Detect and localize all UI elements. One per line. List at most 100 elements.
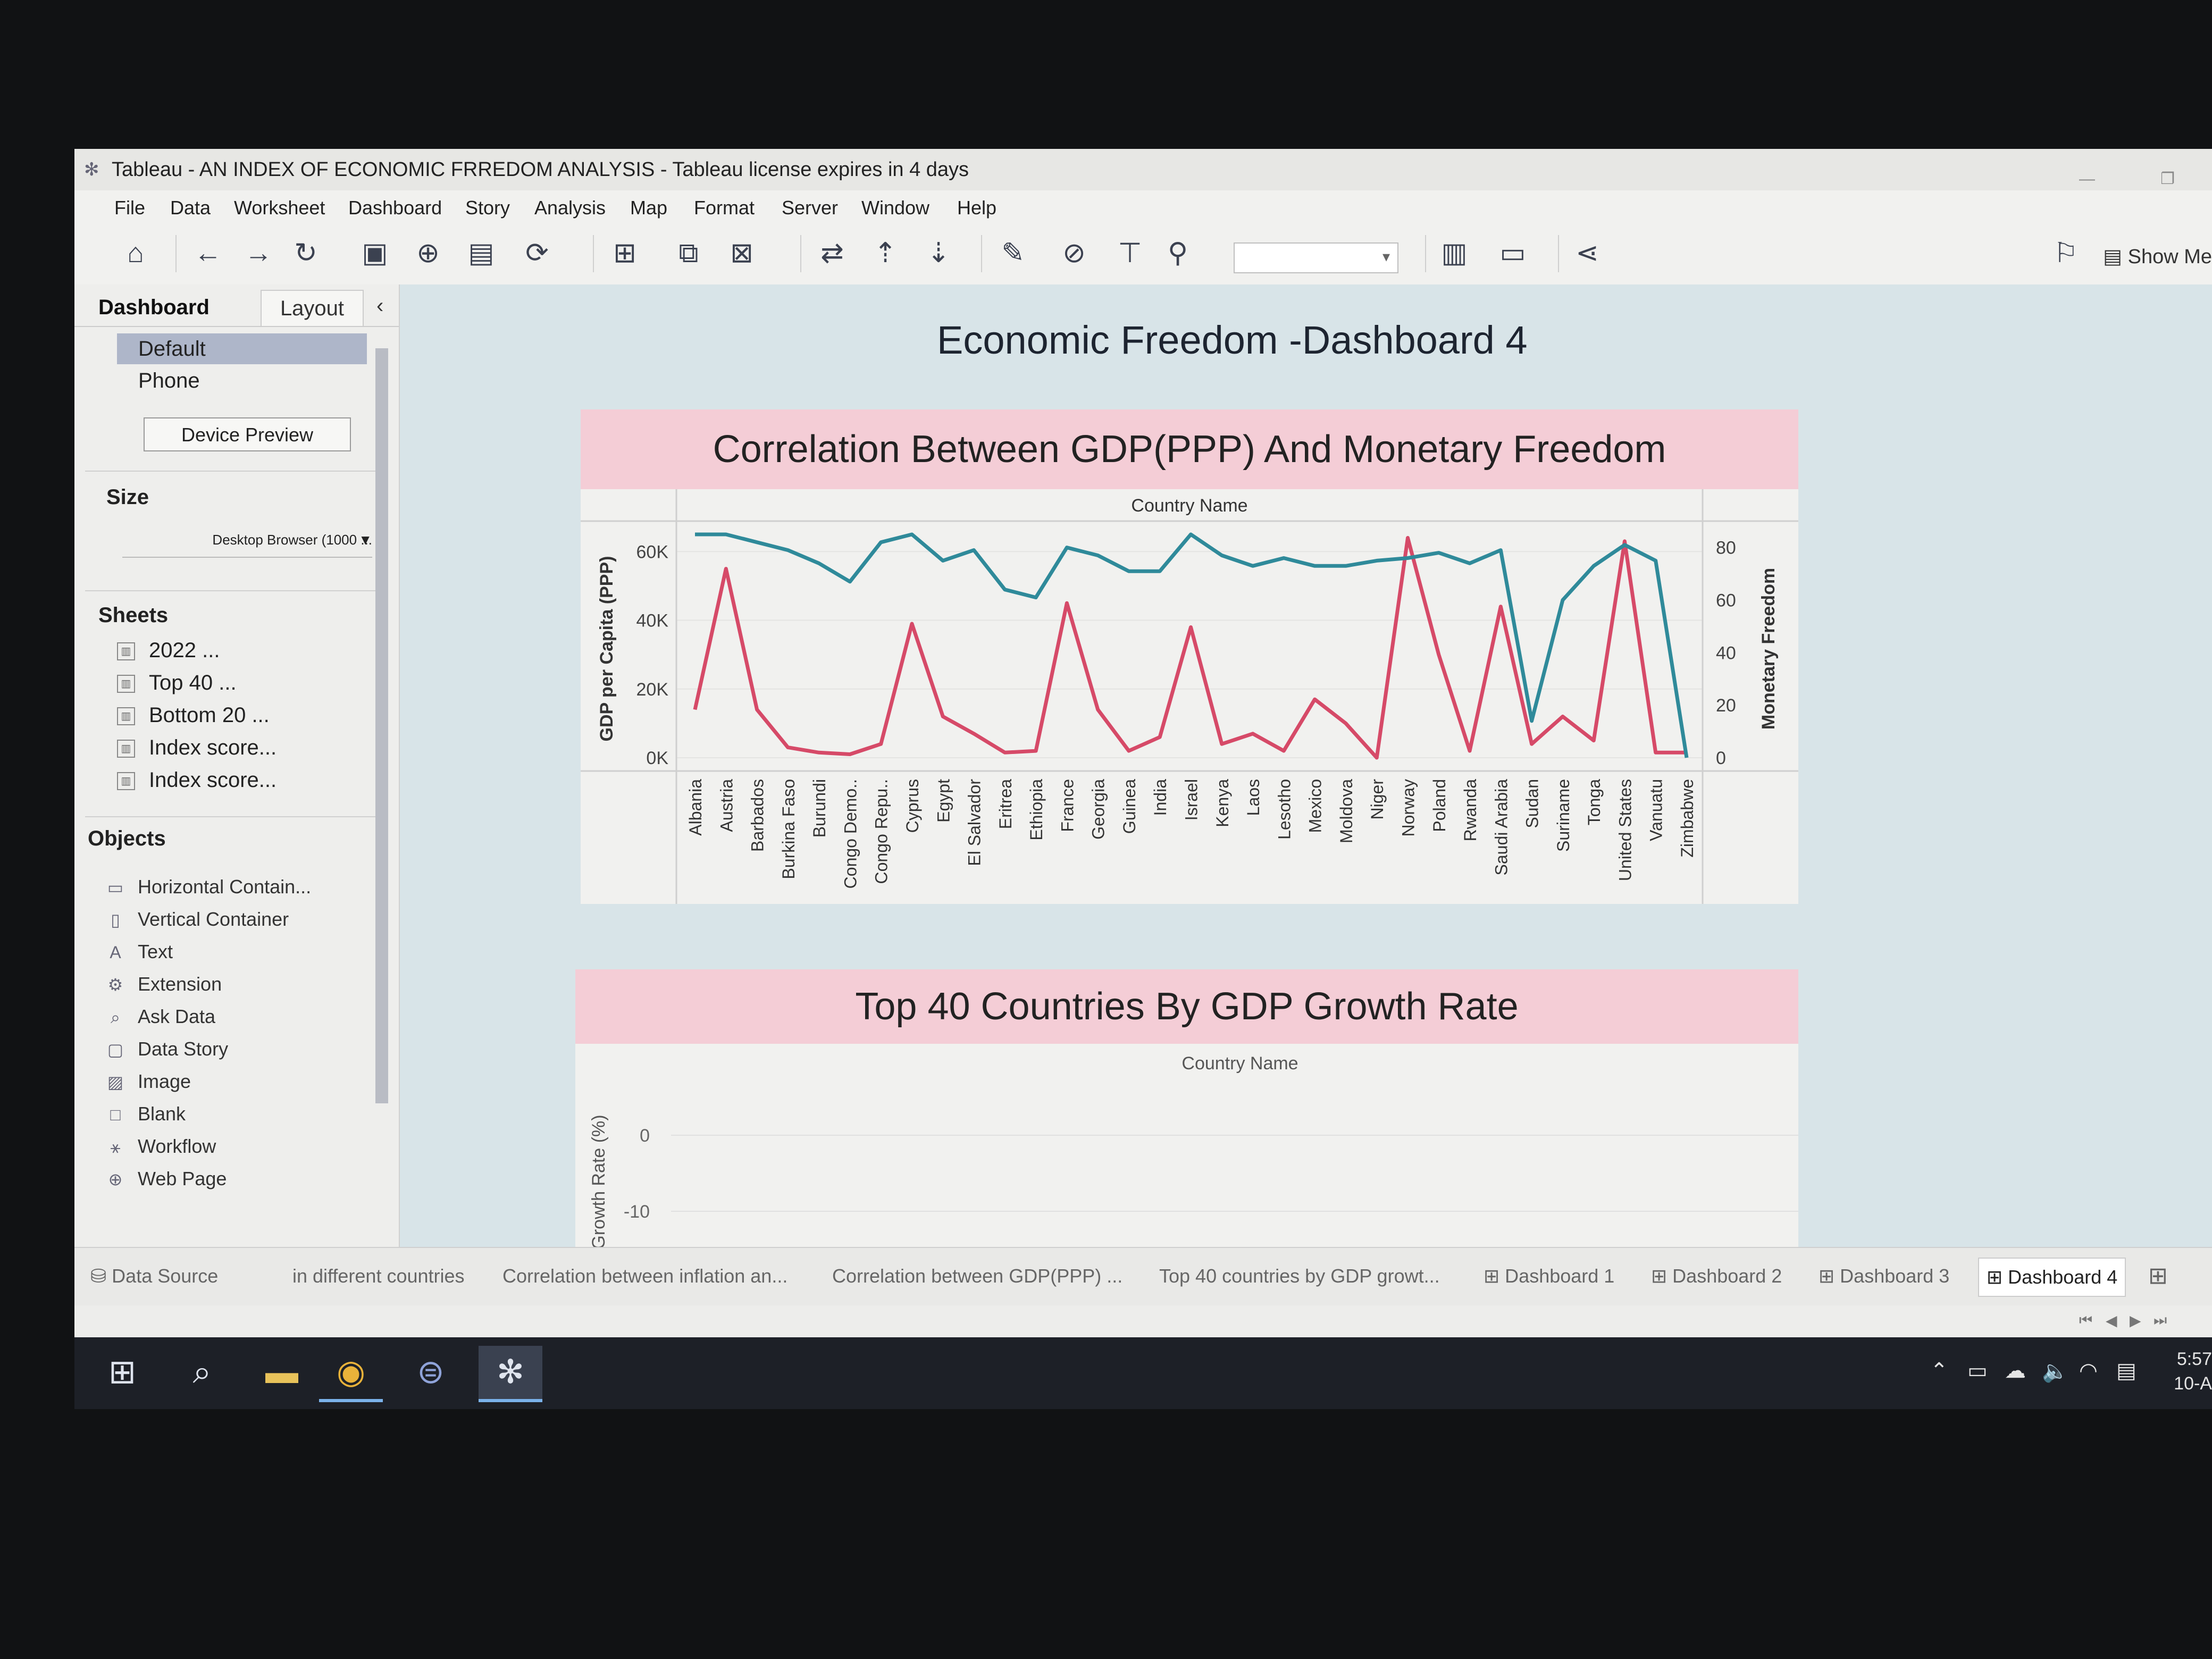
show-mark-labels-icon[interactable]: ⊤ — [1118, 238, 1142, 269]
device-default[interactable]: Default — [117, 333, 367, 364]
x-tick-label: Burkina Faso — [779, 779, 798, 879]
object-web-page[interactable]: ⊕ Web Page — [104, 1164, 227, 1194]
share-icon[interactable]: ⋖ — [1576, 238, 1599, 269]
collapse-pane-icon[interactable]: ‹ — [376, 294, 384, 317]
clock[interactable]: 5:57 10-A — [2174, 1347, 2212, 1396]
battery-icon[interactable]: ▭ — [1967, 1359, 1988, 1382]
clear-sheet-icon[interactable]: ⊠ — [730, 238, 753, 269]
new-data-source-icon[interactable]: ⊕ — [416, 238, 440, 269]
sheet-item[interactable]: ▥ Top 40 ... — [117, 668, 237, 698]
undo-icon[interactable]: ← — [194, 238, 222, 269]
x-tick-label: Mexico — [1306, 779, 1325, 833]
chrome-icon[interactable]: ◉ — [319, 1346, 383, 1402]
refresh-icon[interactable]: ⟳ — [525, 238, 549, 269]
object-text[interactable]: A Text — [104, 937, 173, 967]
y2-tick-label: 60 — [1716, 591, 1736, 611]
home-icon[interactable]: ⌂ — [127, 238, 144, 269]
save-icon[interactable]: ▣ — [362, 238, 388, 269]
object-ask-data[interactable]: ⌕ Ask Data — [104, 1002, 215, 1032]
tray-chevron-icon[interactable]: ⌃ — [1930, 1359, 1948, 1382]
windows-start-icon[interactable]: ⊞ — [108, 1354, 136, 1390]
object-label: Image — [138, 1070, 191, 1092]
redo-icon[interactable]: → — [245, 238, 272, 269]
wifi-icon[interactable]: ◠ — [2079, 1359, 2098, 1382]
swap-rows-columns-icon[interactable]: ⇄ — [820, 238, 844, 269]
minimize-icon[interactable]: — — [2079, 170, 2095, 188]
new-dashboard-icon[interactable]: ⊞ — [2148, 1263, 2168, 1289]
sheet-tab[interactable]: in different countries — [292, 1265, 465, 1287]
object-data-story[interactable]: ▢ Data Story — [104, 1034, 228, 1064]
last-sheet-icon[interactable]: ⏭ — [2154, 1312, 2167, 1328]
menu-map[interactable]: Map — [630, 197, 668, 219]
menu-window[interactable]: Window — [861, 197, 930, 219]
menu-dashboard[interactable]: Dashboard — [348, 197, 442, 219]
dashboard-tab-1[interactable]: ⊞ Dashboard 1 — [1484, 1258, 1614, 1295]
toolbar-separator — [1425, 235, 1426, 272]
menu-format[interactable]: Format — [694, 197, 755, 219]
restore-icon[interactable]: ❐ — [2160, 170, 2175, 188]
x-tick-label: Kenya — [1213, 779, 1232, 827]
size-dropdown[interactable]: Desktop Browser (1000 ... ▼ — [122, 526, 372, 558]
sort-descending-icon[interactable]: ⇣ — [927, 238, 950, 269]
device-preview-button[interactable]: Device Preview — [144, 417, 351, 451]
menu-file[interactable]: File — [114, 197, 146, 219]
pause-updates-icon[interactable]: ▤ — [468, 238, 495, 269]
menu-help[interactable]: Help — [957, 197, 997, 219]
menu-server[interactable]: Server — [782, 197, 839, 219]
highlight-icon[interactable]: ✎ — [1001, 238, 1025, 269]
dashboard-tab-4[interactable]: ⊞ Dashboard 4 — [1978, 1258, 2126, 1297]
tab-dashboard[interactable]: Dashboard — [98, 296, 210, 319]
object-image[interactable]: ▨ Image — [104, 1067, 191, 1096]
device-phone[interactable]: Phone — [138, 369, 200, 392]
new-worksheet-icon[interactable]: ⊞ — [613, 238, 636, 269]
dashboard-tab-3[interactable]: ⊞ Dashboard 3 — [1819, 1258, 1949, 1295]
group-icon[interactable]: ⊘ — [1062, 238, 1086, 269]
file-explorer-icon[interactable]: ▬ — [265, 1354, 298, 1390]
data-source-tab[interactable]: ⛁ Data Source — [90, 1258, 218, 1295]
sort-ascending-icon[interactable]: ⇡ — [874, 238, 897, 269]
sheet-item[interactable]: ▥ Index score... — [117, 733, 276, 763]
object-extension[interactable]: ⚙ Extension — [104, 969, 222, 999]
pane-scrollbar[interactable] — [372, 332, 391, 1236]
previous-sheet-icon[interactable]: ◀ — [2106, 1312, 2117, 1329]
format-painter-icon[interactable]: ⚐ — [2053, 238, 2079, 269]
menu-data[interactable]: Data — [170, 197, 211, 219]
top-40-growth-panel: Top 40 Countries By GDP Growth Rate Coun… — [575, 969, 1798, 1247]
sheet-item[interactable]: ▥ Bottom 20 ... — [117, 700, 270, 730]
sheet-tab[interactable]: Correlation between inflation an... — [502, 1265, 788, 1287]
replay-icon[interactable]: ↻ — [294, 238, 317, 269]
menu-story[interactable]: Story — [465, 197, 510, 219]
divider — [85, 471, 378, 472]
sheet-item[interactable]: ▥ Index score... — [117, 765, 276, 795]
monetary-freedom-line — [695, 532, 1689, 758]
app-icon[interactable]: ⊜ — [417, 1354, 445, 1390]
sheet-tab[interactable]: Top 40 countries by GDP growt... — [1159, 1265, 1440, 1287]
presentation-mode-icon[interactable]: ▭ — [1499, 238, 1526, 269]
duplicate-sheet-icon[interactable]: ⧉ — [678, 238, 699, 269]
tab-layout[interactable]: Layout — [261, 290, 364, 326]
tableau-window: ✻ Tableau - AN INDEX OF ECONOMIC FRREDOM… — [74, 149, 2212, 1409]
pin-axes-icon[interactable]: ⚲ — [1167, 238, 1188, 269]
sheet-item[interactable]: ▥ 2022 ... — [117, 635, 220, 665]
onedrive-icon[interactable]: ☁ — [2005, 1359, 2026, 1382]
object-blank[interactable]: □ Blank — [104, 1099, 186, 1129]
menu-worksheet[interactable]: Worksheet — [234, 197, 325, 219]
show-cards-icon[interactable]: ▥ — [1441, 238, 1468, 269]
menu-analysis[interactable]: Analysis — [534, 197, 606, 219]
first-sheet-icon[interactable]: ⏮ — [2079, 1312, 2093, 1328]
dashboard-tab-2[interactable]: ⊞ Dashboard 2 — [1651, 1258, 1782, 1295]
object-vertical-container[interactable]: ▯ Vertical Container — [104, 904, 289, 934]
next-sheet-icon[interactable]: ▶ — [2130, 1312, 2141, 1329]
scrollbar-thumb[interactable] — [375, 348, 388, 1103]
toolbar: ⌂ ← → ↻ ▣ ⊕ ▤ ⟳ ⊞ ⧉ ⊠ ⇄ ⇡ ⇣ ✎ ⊘ ⊤ ⚲ ▾ ▥ … — [74, 223, 2212, 286]
search-icon[interactable]: ⌕ — [192, 1354, 212, 1390]
fit-dropdown[interactable]: ▾ — [1234, 242, 1398, 273]
sheet-tab[interactable]: Correlation between GDP(PPP) ... — [832, 1265, 1123, 1287]
tableau-taskbar-icon[interactable]: ✻ — [479, 1346, 542, 1402]
show-me-button[interactable]: ▤ Show Me — [2103, 245, 2212, 269]
object-horizontal-container[interactable]: ▭ Horizontal Contain... — [104, 872, 311, 902]
notifications-icon[interactable]: ▤ — [2116, 1359, 2136, 1382]
volume-icon[interactable]: 🔈 — [2042, 1360, 2068, 1383]
object-workflow[interactable]: ⚹ Workflow — [104, 1132, 216, 1161]
y-axis-title: GDP per Capita (PPP) — [597, 556, 617, 742]
